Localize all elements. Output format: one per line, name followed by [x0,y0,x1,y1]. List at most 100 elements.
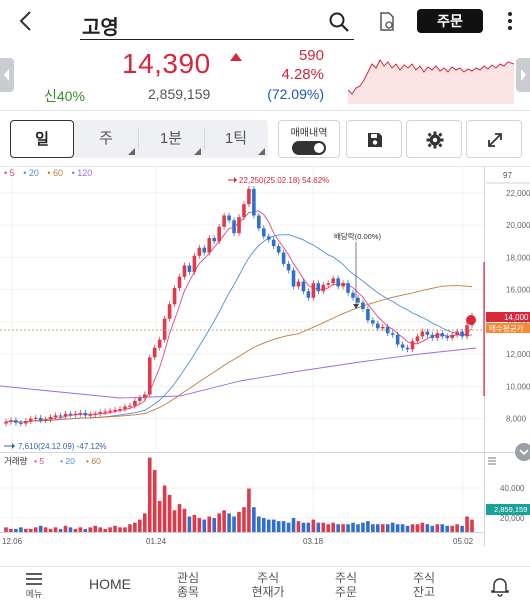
nav-stock-order[interactable]: 주식 주문 [334,571,358,599]
volume-ma-legend: • 60 [86,456,101,466]
chevron-right-icon [521,69,526,81]
candle-body [19,422,23,424]
axis-labels: 22,000 20,000 18,000 16,000 14,000 12,000 10,0… [2,189,530,546]
period-1min-label: 1분 [159,130,183,147]
search-icon[interactable] [328,11,350,33]
volume-bar [351,522,355,532]
up-arrow-icon [230,53,242,61]
trade-history-toggle[interactable]: 매매내역 [278,120,340,158]
price-chart[interactable]: 22,000 20,000 18,000 16,000 14,000 12,000 10,0… [0,166,530,576]
candle-body [366,309,370,321]
candle-body [430,334,435,339]
document-refresh-icon[interactable] [376,10,398,34]
chevron-left-icon [4,69,9,81]
candle-body [78,413,83,415]
current-price-tag: 14,000 [504,313,529,322]
nav-watchlist[interactable]: 관심 종목 [176,571,200,599]
candle-body [356,297,360,303]
order-button[interactable]: 주문 [417,9,483,33]
volume-bar [197,518,202,532]
volume-bar [147,457,152,532]
stock-search-box[interactable]: 고영 [80,4,354,40]
volume-bar [28,528,33,532]
volume-bar [371,524,375,532]
candle-body [14,420,18,423]
candle-body [227,215,231,221]
nav-menu-label: 메뉴 [25,589,43,599]
candle-body [24,421,28,424]
period-1tick[interactable]: 1틱 [204,120,268,158]
volume-bar [182,508,187,532]
settings-button[interactable] [406,120,462,158]
candle-body [73,413,78,416]
candle-body [286,263,291,271]
candle-body [271,239,276,247]
volume-bar [83,528,88,532]
chart-toolbar: 일 주 1분 1틱 매매내역 [0,116,530,162]
volume-bar [247,488,251,532]
volume-bar [385,524,390,532]
bell-icon[interactable] [489,575,511,597]
candle-body [83,413,88,416]
price-axis-label: 22,000 [506,189,530,198]
price-axis-label: 14,000 [506,318,530,327]
volume-bar [291,518,296,532]
ma20-legend-label: 20 [28,168,39,178]
price-axis-label: 16,000 [506,286,530,295]
divider [0,110,530,111]
volume-bar [346,524,350,532]
next-stock-button[interactable] [516,58,530,92]
nav-holdings[interactable]: 주식 잔고 [412,571,436,599]
volume-bar [430,525,435,532]
candlestick-chart[interactable]: 22,000 20,000 18,000 16,000 14,000 12,000 10,0… [0,166,530,566]
candle-body [247,188,251,205]
back-arrow-icon[interactable] [14,8,38,34]
volume-bar [440,524,445,532]
candle-body [420,331,425,337]
nav-home[interactable]: HOME [89,576,131,592]
candle-body [172,288,177,305]
save-icon [368,133,382,147]
low-annotation: 7,610(24.12.09) -47.12% [18,442,107,451]
period-1min[interactable]: 1분 [138,120,204,158]
candle-body [98,412,102,414]
candle-body [232,220,236,234]
alert-badge-icon[interactable] [466,315,476,325]
volume-bar [68,527,73,532]
fullscreen-button[interactable] [466,120,522,158]
volume-bar [410,524,415,532]
price-axis-label: 20,000 [506,221,530,230]
candle-body [435,333,440,339]
intraday-sparkline[interactable] [348,50,514,104]
volume-bar [4,527,8,532]
period-weekly[interactable]: 주 [74,120,138,158]
volume-axis-label: 40,000 [500,484,525,493]
volume-bar [192,514,197,532]
volume-bar [286,522,291,532]
volume-menu-icon[interactable] [488,457,496,465]
period-daily[interactable]: 일 [10,120,74,158]
volume-bars [4,457,474,532]
top-header: 고영 주문 [0,0,530,44]
volume-bar [321,522,326,532]
volume-bar [108,527,112,532]
nav-menu[interactable]: 메뉴 [14,567,54,602]
more-options-icon[interactable] [500,8,520,34]
volume-bar [58,528,63,532]
candle-body [103,411,107,413]
candle-body [53,415,58,418]
volume-bar [177,504,182,532]
price-summary: 14,390 590 4.28% (72.09%) 신40% 2,859,159 [0,44,530,110]
prev-stock-button[interactable] [0,58,14,92]
right-top-label: 97 [503,171,512,180]
candle-body [182,265,187,277]
save-button[interactable] [346,120,402,158]
volume-bar [14,528,18,532]
candle-body [252,188,256,216]
candle-body [465,325,469,337]
candle-body [326,283,331,285]
volume-bar [38,525,43,532]
candle-body [301,281,306,292]
candle-body [257,215,261,229]
nav-current-price[interactable]: 주식 현재가 [251,571,285,599]
